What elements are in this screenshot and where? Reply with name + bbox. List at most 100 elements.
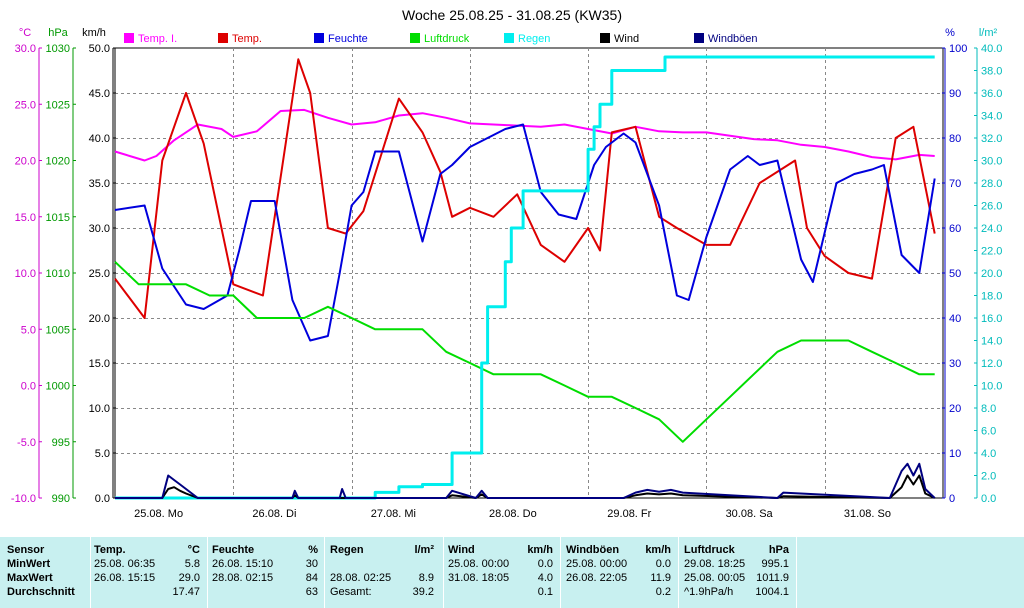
legend-swatch-3 (410, 33, 420, 43)
axis-tick-label-hum: 70 (949, 178, 961, 190)
axis-tick-label-hum: 20 (949, 403, 961, 415)
axis-tick-label-temp: -5.0 (17, 437, 36, 449)
axis-tick-label-wind: 25.0 (89, 268, 110, 280)
press-trend: ^1.9hPa/h (684, 586, 734, 598)
axis-tick-label-press: 1005 (46, 324, 70, 336)
axis-tick-label-temp: 0.0 (21, 381, 36, 393)
axis-tick-label-rain: 24.0 (981, 223, 1002, 235)
legend-label-5: Wind (614, 33, 639, 45)
axis-tick-label-wind: 35.0 (89, 178, 110, 190)
axis-tick-label-press: 995 (52, 437, 70, 449)
axis-tick-label-hum: 80 (949, 133, 961, 145)
x-tick-label-4: 29.08. Fr (607, 508, 651, 520)
legend-label-1: Temp. (232, 33, 262, 45)
axis-tick-label-hum: 100 (949, 43, 967, 55)
axis-tick-label-hum: 50 (949, 268, 961, 280)
axis-tick-label-hum: 60 (949, 223, 961, 235)
series-line-rain (115, 55, 935, 500)
rain-unit: l/m² (414, 544, 434, 556)
axis-tick-label-hum: 90 (949, 88, 961, 100)
axis-tick-label-hum: 40 (949, 313, 961, 325)
gust-avg-value: 0.2 (655, 586, 671, 598)
legend-swatch-5 (600, 33, 610, 43)
x-tick-label-6: 31.08. So (844, 508, 891, 520)
row-label-sensor: Sensor (7, 544, 45, 556)
wind-max-value: 4.0 (537, 572, 553, 584)
legend-label-3: Luftdruck (424, 33, 470, 45)
legend-swatch-2 (314, 33, 324, 43)
series-line-gust (115, 462, 936, 499)
axis-tick-label-rain: 10.0 (981, 381, 1002, 393)
hum-max-time: 28.08. 02:15 (212, 572, 274, 584)
x-tick-label-2: 27.08. Mi (371, 508, 416, 520)
axis-tick-label-temp: 30.0 (15, 43, 36, 55)
row-label-min: MinWert (7, 558, 51, 570)
temp-title: Temp. (94, 544, 126, 556)
axis-unit-temp: °C (19, 27, 31, 39)
wind-min-time: 25.08. 00:00 (448, 558, 510, 570)
legend-label-4: Regen (518, 33, 550, 45)
axis-tick-label-press: 1030 (46, 43, 70, 55)
axis-unit-hum: % (945, 27, 955, 39)
axis-tick-label-rain: 40.0 (981, 43, 1002, 55)
press-max-value: 1011.9 (756, 572, 789, 584)
press-unit: hPa (768, 544, 789, 556)
x-tick-label-1: 26.08. Di (252, 508, 296, 520)
axis-tick-label-rain: 12.0 (981, 358, 1002, 370)
axis-tick-label-wind: 5.0 (95, 448, 110, 460)
axis-tick-label-rain: 6.0 (981, 426, 996, 438)
legend-swatch-6 (694, 33, 704, 43)
legend-label-2: Feuchte (328, 33, 368, 45)
wind-unit: km/h (527, 544, 553, 556)
legend-swatch-1 (218, 33, 228, 43)
temp-min-value: 5.8 (184, 558, 200, 570)
axis-tick-label-wind: 20.0 (89, 313, 110, 325)
axis-tick-label-rain: 4.0 (981, 448, 996, 460)
axis-tick-label-rain: 2.0 (981, 471, 996, 483)
temp-avg-value: 17.47 (172, 586, 200, 598)
axis-tick-label-rain: 26.0 (981, 201, 1002, 213)
axis-tick-label-temp: 5.0 (21, 324, 36, 336)
wind-max-time: 31.08. 18:05 (448, 572, 510, 584)
legend-swatch-4 (504, 33, 514, 43)
axis-tick-label-wind: 50.0 (89, 43, 110, 55)
axis-tick-label-rain: 34.0 (981, 111, 1002, 123)
hum-title: Feuchte (212, 544, 255, 556)
axis-tick-label-rain: 28.0 (981, 178, 1002, 190)
row-label-avg: Durchschnitt (7, 586, 75, 598)
series-line-pressure (114, 261, 935, 443)
temp-max-time: 26.08. 15:15 (94, 572, 156, 584)
axis-tick-label-hum: 30 (949, 358, 961, 370)
axis-tick-label-wind: 0.0 (95, 493, 110, 505)
axis-tick-label-wind: 40.0 (89, 133, 110, 145)
hum-min-time: 26.08. 15:10 (212, 558, 274, 570)
press-title: Luftdruck (684, 544, 735, 556)
axis-tick-label-rain: 20.0 (981, 268, 1002, 280)
axis-tick-label-press: 1000 (46, 381, 70, 393)
legend-swatch-0 (124, 33, 134, 43)
press-min-value: 995.1 (761, 558, 789, 570)
legend-label-6: Windböen (708, 33, 758, 45)
wind-title: Wind (448, 544, 475, 556)
rain-total-label: Gesamt: (330, 586, 372, 598)
summary-table: Sensor MinWert MaxWert Durchschnitt Temp… (0, 537, 1024, 608)
axis-tick-label-rain: 16.0 (981, 313, 1002, 325)
axis-tick-label-temp: -10.0 (11, 493, 36, 505)
temp-min-time: 25.08. 06:35 (94, 558, 156, 570)
axis-tick-label-wind: 15.0 (89, 358, 110, 370)
axis-tick-label-press: 1020 (46, 156, 70, 168)
gust-unit: km/h (645, 544, 671, 556)
axis-tick-label-temp: 20.0 (15, 156, 36, 168)
axis-tick-label-temp: 25.0 (15, 99, 36, 111)
hum-max-value: 84 (305, 572, 318, 584)
axis-tick-label-temp: 15.0 (15, 212, 36, 224)
chart-title: Woche 25.08.25 - 31.08.25 (KW35) (402, 7, 622, 23)
axis-tick-label-rain: 14.0 (981, 336, 1002, 348)
series-line-humidity (114, 123, 936, 342)
wind-min-value: 0.0 (537, 558, 553, 570)
axis-tick-label-rain: 38.0 (981, 66, 1002, 78)
x-tick-label-3: 28.08. Do (489, 508, 537, 520)
hum-unit: % (308, 544, 318, 556)
axis-tick-label-rain: 18.0 (981, 291, 1002, 303)
rain-max-time: 28.08. 02:25 (330, 572, 392, 584)
